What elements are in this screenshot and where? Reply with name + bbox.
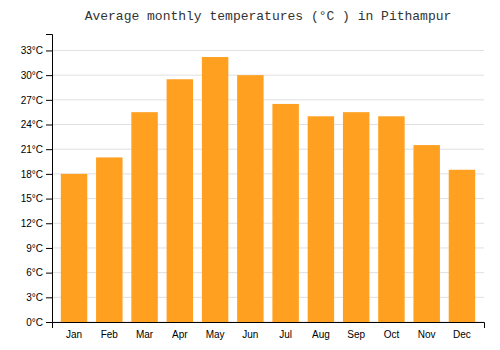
plot: 0°C 3°C 6°C 9°C 12°C 15°C 18°C 21°C 24°C 27°C 30°C… — [21, 35, 485, 341]
grid-line — [52, 50, 484, 51]
tick: 18°C — [21, 169, 52, 180]
bar — [343, 112, 369, 322]
tick-mark — [46, 125, 52, 126]
grid-line — [52, 124, 484, 125]
tick-label: 12°C — [21, 218, 43, 229]
tick: 24°C — [21, 119, 52, 130]
tick-mark — [46, 248, 52, 249]
tick: Sep — [347, 329, 365, 340]
bar — [167, 79, 193, 322]
grid — [52, 50, 484, 322]
tick-label: Jul — [279, 329, 292, 340]
tick-label: Mar — [136, 329, 154, 340]
tick-mark — [46, 322, 52, 323]
tick-label: 9°C — [26, 243, 43, 254]
tick: Jun — [242, 329, 258, 340]
tick-label: Oct — [384, 329, 400, 340]
tick-label: Jan — [66, 329, 82, 340]
chart: 0°C 3°C 6°C 9°C 12°C 15°C 18°C 21°C 24°C 27°C 30°C… — [0, 0, 500, 350]
tick-label: Apr — [172, 329, 188, 340]
bar — [61, 174, 87, 322]
tick: Oct — [384, 329, 400, 340]
bar — [131, 112, 157, 322]
tick-label: 33°C — [21, 45, 43, 56]
tick: 3°C — [26, 292, 52, 303]
grid-line — [52, 75, 484, 76]
tick: 0°C — [26, 317, 52, 328]
tick: Jan — [66, 329, 82, 340]
tick: 27°C — [21, 95, 52, 106]
tick-label: 18°C — [21, 169, 43, 180]
tick: Jul — [279, 329, 292, 340]
bar — [202, 57, 228, 322]
tick-label: 27°C — [21, 95, 43, 106]
tick: 21°C — [21, 144, 52, 155]
axis-line — [53, 323, 485, 329]
tick-label: 21°C — [21, 144, 43, 155]
tick: Aug — [312, 329, 330, 340]
grid-line — [52, 99, 484, 100]
tick-label: Jun — [242, 329, 258, 340]
tick-label: Nov — [418, 329, 436, 340]
tick-mark — [46, 75, 52, 76]
tick-mark — [46, 199, 52, 200]
tick: 9°C — [26, 243, 52, 254]
bar — [272, 104, 298, 322]
tick-label: 24°C — [21, 119, 43, 130]
tick-label: Sep — [347, 329, 365, 340]
tick-label: 0°C — [26, 317, 43, 328]
tick: Feb — [101, 329, 119, 340]
tick-mark — [46, 149, 52, 150]
tick-label: 15°C — [21, 193, 43, 204]
x-axis: Jan Feb Mar Apr May Jun Jul Aug Sep Oct Nov Dec — [53, 323, 485, 341]
tick: 33°C — [21, 45, 52, 56]
tick-label: 3°C — [26, 292, 43, 303]
tick-mark — [46, 174, 52, 175]
tick-label: Aug — [312, 329, 330, 340]
tick-mark — [46, 100, 52, 101]
tick-label: Feb — [101, 329, 119, 340]
tick-label: May — [206, 329, 225, 340]
tick: 6°C — [26, 267, 52, 278]
tick: 30°C — [21, 70, 52, 81]
tick: Nov — [418, 329, 436, 340]
tick-label: 6°C — [26, 267, 43, 278]
bar — [308, 116, 334, 322]
title: Average monthly temperatures (°C ) in Pi… — [85, 9, 452, 24]
tick: 12°C — [21, 218, 52, 229]
tick-label: 30°C — [21, 70, 43, 81]
tick-mark — [46, 297, 52, 298]
tick: Mar — [136, 329, 154, 340]
bars — [61, 57, 475, 322]
y-axis: 0°C 3°C 6°C 9°C 12°C 15°C 18°C 21°C 24°C 27°C 30°C… — [21, 35, 53, 328]
tick: May — [206, 329, 225, 340]
tick: 15°C — [21, 193, 52, 204]
tick-label: Dec — [453, 329, 471, 340]
tick-mark — [46, 223, 52, 224]
tick-mark — [46, 50, 52, 51]
axis-line — [46, 35, 53, 323]
bar — [237, 75, 263, 322]
tick: Apr — [172, 329, 188, 340]
tick-mark — [46, 273, 52, 274]
bar — [96, 157, 122, 322]
tick: Dec — [453, 329, 471, 340]
bar — [449, 170, 475, 322]
bar — [378, 116, 404, 322]
bar — [413, 145, 439, 322]
